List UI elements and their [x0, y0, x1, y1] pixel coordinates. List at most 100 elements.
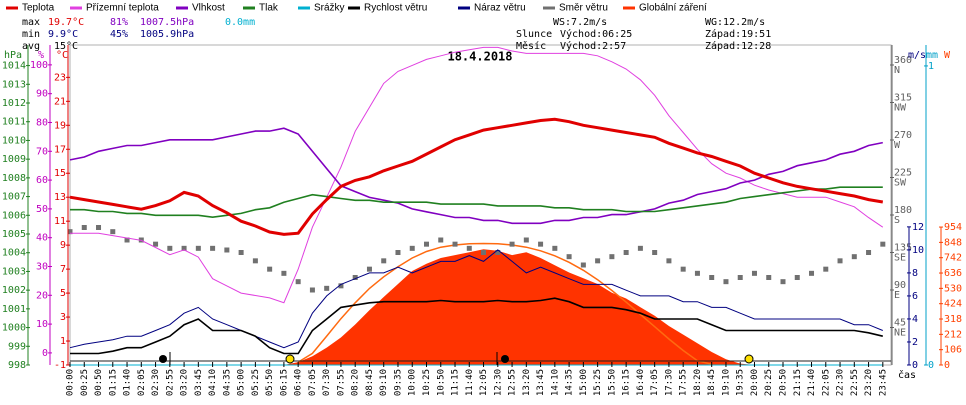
y-tick-label: 1002	[2, 285, 26, 296]
x-tick-label: 07:05	[308, 369, 318, 396]
y-tick-label: 999	[8, 341, 26, 352]
direction-point	[666, 258, 672, 264]
x-tick-label: 10:00	[408, 369, 418, 396]
x-tick-label: 05:25	[251, 369, 261, 396]
direction-point	[424, 241, 429, 247]
y-tick-label: 17	[54, 144, 66, 155]
chart-title: 18.4.2018	[447, 50, 512, 64]
x-tick-label: 08:45	[365, 369, 375, 396]
direction-point	[495, 250, 501, 255]
direction-point	[637, 245, 643, 251]
direction-point	[766, 275, 772, 280]
x-tick-label: 07:30	[322, 369, 332, 396]
x-tick-label: 19:10	[721, 369, 731, 396]
direction-point	[438, 237, 444, 243]
legend-label: Náraz větru	[474, 3, 526, 14]
direction-point	[780, 279, 786, 285]
y-tick-label: 742	[944, 253, 962, 264]
direction-point	[381, 258, 387, 264]
y-tick-label: 60	[36, 175, 48, 186]
info-value: Západ:19:51	[705, 28, 771, 40]
direction-point	[352, 275, 358, 280]
legend-label: Teplota	[22, 3, 55, 14]
x-tick-label: 06:40	[294, 369, 304, 396]
direction-point	[224, 247, 230, 253]
y-tick-label: 135	[894, 243, 912, 254]
direction-point	[281, 270, 287, 276]
y-tick-label: 40	[36, 233, 48, 244]
info-value: Východ:2:57	[560, 40, 626, 52]
series-line	[69, 127, 883, 225]
x-tick-label: 04:10	[208, 369, 218, 396]
direction-point	[794, 275, 800, 280]
direction-point	[110, 229, 116, 235]
y-tick-label: NW	[894, 103, 907, 114]
radiation-area	[70, 249, 883, 365]
x-tick-label: 13:45	[536, 369, 546, 396]
direction-point	[623, 250, 629, 255]
x-tick-label: 06:15	[279, 369, 289, 396]
y-tick-label: 225	[894, 168, 912, 179]
x-tick-label: 21:15	[793, 369, 803, 396]
direction-point	[238, 250, 244, 255]
y-tick-label: 10	[36, 319, 48, 330]
x-tick-label: 18:20	[693, 369, 703, 396]
x-tick-label: 14:10	[550, 369, 560, 396]
y-tick-label: 1	[60, 336, 66, 347]
x-tick-label: 22:55	[850, 369, 860, 396]
y-tick-label: 21	[54, 96, 66, 107]
info-value: 19.7°C	[48, 17, 84, 28]
x-tick-label: 23:45	[878, 369, 888, 396]
y-tick-label: 1003	[2, 266, 26, 277]
x-tick-label: 00:50	[94, 369, 104, 396]
y-tick-label: 1	[928, 61, 934, 72]
y-tick-label: 80	[36, 117, 48, 128]
info-value: 81%	[110, 17, 128, 28]
direction-point	[181, 245, 187, 251]
moon-set-icon	[501, 355, 509, 363]
y-tick-label: 1008	[2, 173, 26, 184]
info-value: 1005.9hPa	[140, 29, 194, 40]
axis-title: hPa	[4, 50, 22, 61]
direction-point	[737, 275, 743, 280]
x-tick-label: 11:15	[451, 369, 461, 396]
direction-point	[866, 250, 872, 255]
direction-point	[324, 285, 330, 291]
y-tick-label: 1004	[2, 248, 26, 259]
direction-point	[124, 237, 130, 243]
y-tick-label: 8	[912, 268, 918, 279]
series-line	[69, 117, 884, 236]
x-tick-label: 02:30	[151, 369, 161, 396]
y-tick-label: 4	[912, 314, 918, 325]
x-tick-label: 01:15	[108, 369, 118, 396]
x-tick-label: 21:40	[807, 369, 817, 396]
y-tick-label: 9	[60, 240, 66, 251]
y-tick-label: 1006	[2, 210, 26, 221]
y-tick-label: 90	[36, 89, 48, 100]
direction-point	[509, 241, 515, 247]
y-tick-label: 50	[36, 204, 48, 215]
y-tick-label: 19	[54, 120, 66, 131]
y-tick-label: 15	[54, 168, 66, 179]
info-value: 1007.5hPa	[140, 17, 194, 28]
y-tick-label: S	[894, 215, 900, 226]
y-tick-label: 6	[912, 291, 918, 302]
y-tick-label: E	[894, 290, 900, 301]
direction-point	[552, 245, 558, 251]
y-tick-label: 270	[894, 130, 912, 141]
y-tick-label: 1001	[2, 304, 26, 315]
direction-point	[481, 250, 487, 255]
direction-point	[452, 241, 458, 247]
info-value: 15°C	[54, 41, 78, 52]
sunrise-icon	[285, 354, 295, 364]
x-tick-label: 12:30	[493, 369, 503, 396]
y-tick-label: 1000	[2, 323, 26, 334]
series-line	[70, 186, 883, 219]
x-tick-label: 12:55	[508, 369, 518, 396]
direction-point	[823, 266, 829, 272]
direction-point	[580, 262, 586, 268]
direction-point	[153, 241, 159, 247]
x-tick-label: 20:00	[750, 369, 760, 396]
